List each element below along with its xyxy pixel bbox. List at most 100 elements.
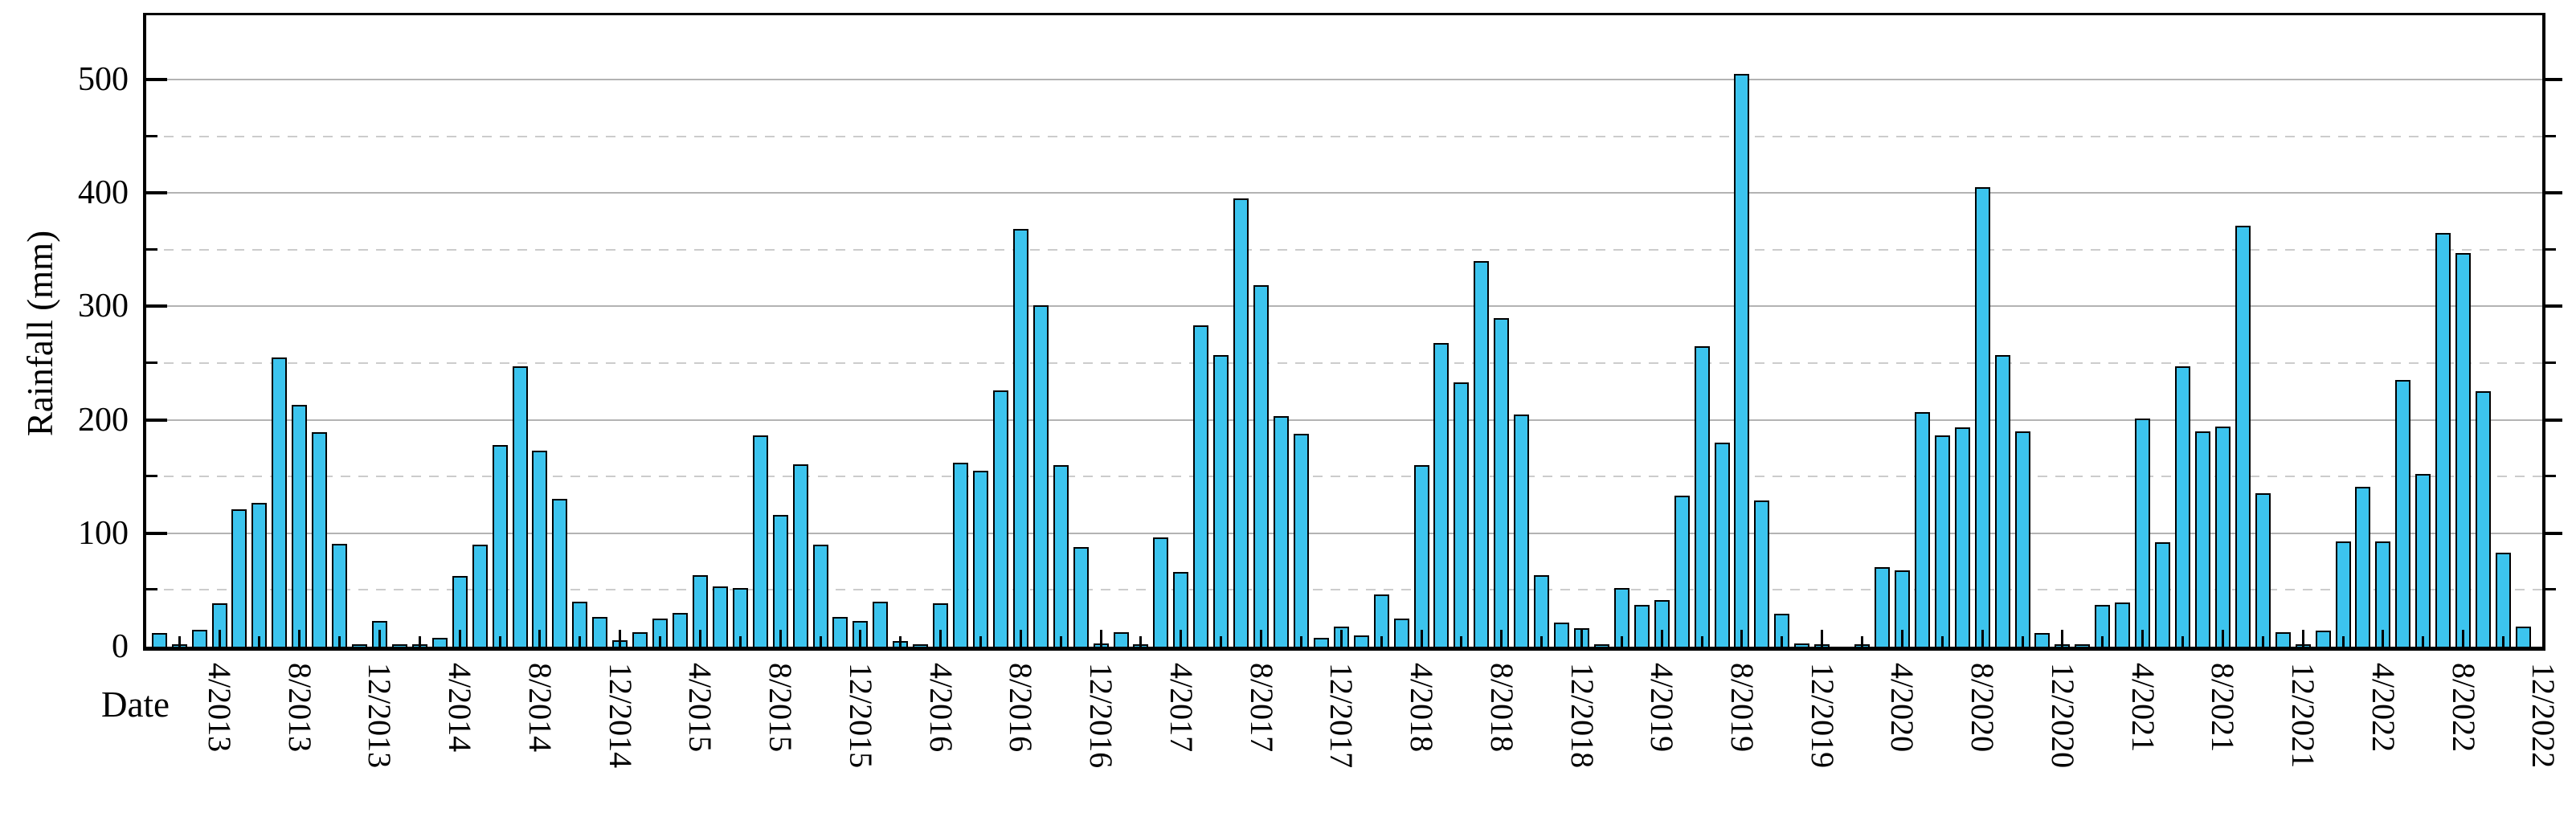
x-tick-label-8/2022: 8/2022 bbox=[2445, 663, 2482, 753]
x-major-tick-4/2017 bbox=[1180, 630, 1183, 647]
y-right-tick-50 bbox=[2545, 588, 2556, 591]
y-left-tick-350 bbox=[146, 247, 157, 251]
bar-8/2018 bbox=[1494, 318, 1510, 647]
x-major-tick-8/2020 bbox=[1981, 630, 1984, 647]
bar-1/2014 bbox=[391, 644, 407, 647]
bar-10/2013 bbox=[332, 544, 348, 647]
x-tick-label-4/2016: 4/2016 bbox=[922, 663, 959, 753]
x-minor-tick-10/2020 bbox=[2021, 636, 2024, 647]
x-axis-title: Date bbox=[101, 684, 170, 725]
bar-7/2019 bbox=[1714, 443, 1730, 647]
x-major-tick-8/2021 bbox=[2221, 630, 2224, 647]
bar-11/2017 bbox=[1313, 638, 1329, 647]
bar-5/2021 bbox=[2155, 542, 2171, 647]
gridline-minor-350 bbox=[146, 248, 2542, 251]
bar-3/2017 bbox=[1153, 537, 1169, 647]
x-tick-label-12/2020: 12/2020 bbox=[2044, 663, 2081, 769]
x-tick-label-8/2019: 8/2019 bbox=[1723, 663, 1760, 753]
x-tick-label-12/2021: 12/2021 bbox=[2285, 663, 2322, 769]
x-tick-label-4/2017: 4/2017 bbox=[1163, 663, 1200, 753]
gridline-minor-150 bbox=[146, 476, 2542, 478]
x-major-tick-8/2018 bbox=[1500, 630, 1503, 647]
bar-5/2019 bbox=[1674, 496, 1690, 647]
bar-10/2022 bbox=[2495, 553, 2511, 647]
x-minor-tick-2/2020 bbox=[1861, 636, 1864, 647]
x-minor-tick-10/2019 bbox=[1781, 636, 1784, 647]
x-major-tick-12/2018 bbox=[1580, 630, 1583, 647]
x-tick-label-4/2015: 4/2015 bbox=[682, 663, 719, 753]
y-left-tick-50 bbox=[146, 588, 157, 591]
y-left-tick-400 bbox=[146, 191, 167, 195]
x-major-tick-4/2019 bbox=[1660, 630, 1663, 647]
x-tick-label-8/2013: 8/2013 bbox=[281, 663, 318, 753]
x-tick-label-4/2014: 4/2014 bbox=[442, 663, 479, 753]
bar-4/2016 bbox=[933, 603, 949, 647]
x-major-tick-8/2019 bbox=[1740, 630, 1744, 647]
bar-11/2018 bbox=[1554, 623, 1570, 647]
x-minor-tick-2/2013 bbox=[178, 636, 181, 647]
plot-area bbox=[143, 13, 2545, 651]
y-left-tick-450 bbox=[146, 134, 157, 137]
y-right-tick-450 bbox=[2545, 134, 2556, 137]
bar-9/2018 bbox=[1514, 415, 1530, 647]
bar-4/2013 bbox=[211, 603, 227, 647]
x-minor-tick-2/2015 bbox=[659, 636, 662, 647]
y-tick-label-0: 0 bbox=[112, 628, 129, 665]
x-tick-label-4/2013: 4/2013 bbox=[202, 663, 238, 753]
bar-6/2014 bbox=[492, 445, 508, 647]
x-major-tick-4/2022 bbox=[2382, 630, 2385, 647]
bar-9/2020 bbox=[1994, 355, 2010, 647]
bar-6/2018 bbox=[1454, 382, 1470, 647]
bar-1/2017 bbox=[1113, 632, 1129, 647]
y-axis-title: Rainfall (mm) bbox=[20, 230, 60, 437]
bar-5/2020 bbox=[1914, 412, 1930, 647]
gridline-minor-50 bbox=[146, 589, 2542, 591]
bar-5/2013 bbox=[231, 509, 247, 647]
x-tick-label-8/2018: 8/2018 bbox=[1483, 663, 1520, 753]
bar-7/2014 bbox=[512, 366, 528, 647]
x-tick-label-8/2020: 8/2020 bbox=[1965, 663, 2002, 753]
bar-11/2016 bbox=[1073, 547, 1089, 647]
bar-9/2022 bbox=[2476, 391, 2492, 647]
bar-9/2014 bbox=[552, 499, 568, 647]
bar-11/2022 bbox=[2515, 627, 2531, 647]
x-minor-tick-6/2018 bbox=[1460, 636, 1463, 647]
x-major-tick-12/2019 bbox=[1821, 630, 1824, 647]
bar-5/2018 bbox=[1433, 343, 1450, 647]
y-left-tick-150 bbox=[146, 475, 157, 478]
x-minor-tick-2/2016 bbox=[899, 636, 902, 647]
gridline-200 bbox=[146, 419, 2542, 421]
x-major-tick-8/2022 bbox=[2462, 630, 2465, 647]
y-right-tick-150 bbox=[2545, 475, 2556, 478]
x-tick-label-4/2021: 4/2021 bbox=[2124, 663, 2161, 753]
bar-11/2019 bbox=[1794, 643, 1810, 647]
x-major-tick-12/2013 bbox=[378, 630, 381, 647]
x-minor-tick-10/2021 bbox=[2261, 636, 2264, 647]
bar-8/2022 bbox=[2455, 253, 2472, 647]
gridline-400 bbox=[146, 192, 2542, 194]
x-tick-label-12/2014: 12/2014 bbox=[602, 663, 639, 769]
bar-3/2020 bbox=[1875, 567, 1891, 647]
bar-10/2015 bbox=[812, 545, 828, 647]
x-minor-tick-10/2022 bbox=[2501, 636, 2504, 647]
x-major-tick-8/2013 bbox=[298, 630, 301, 647]
y-right-tick-500 bbox=[2545, 78, 2562, 81]
x-major-tick-8/2014 bbox=[538, 630, 542, 647]
x-minor-tick-6/2017 bbox=[1220, 636, 1223, 647]
bar-1/2013 bbox=[151, 633, 167, 647]
y-right-tick-350 bbox=[2545, 247, 2556, 251]
x-minor-tick-10/2015 bbox=[819, 636, 822, 647]
bar-8/2015 bbox=[772, 515, 788, 647]
bar-2/2022 bbox=[2335, 541, 2351, 647]
bar-7/2020 bbox=[1954, 427, 1970, 647]
x-minor-tick-6/2016 bbox=[979, 636, 982, 647]
bar-7/2017 bbox=[1233, 198, 1249, 647]
x-minor-tick-2/2019 bbox=[1620, 636, 1623, 647]
x-minor-tick-6/2013 bbox=[258, 636, 261, 647]
bar-8/2017 bbox=[1253, 285, 1270, 647]
x-major-tick-12/2020 bbox=[2061, 630, 2064, 647]
bar-3/2019 bbox=[1634, 605, 1650, 647]
bar-3/2014 bbox=[431, 638, 448, 647]
x-tick-label-12/2016: 12/2016 bbox=[1083, 663, 1120, 769]
bar-3/2018 bbox=[1393, 619, 1409, 647]
